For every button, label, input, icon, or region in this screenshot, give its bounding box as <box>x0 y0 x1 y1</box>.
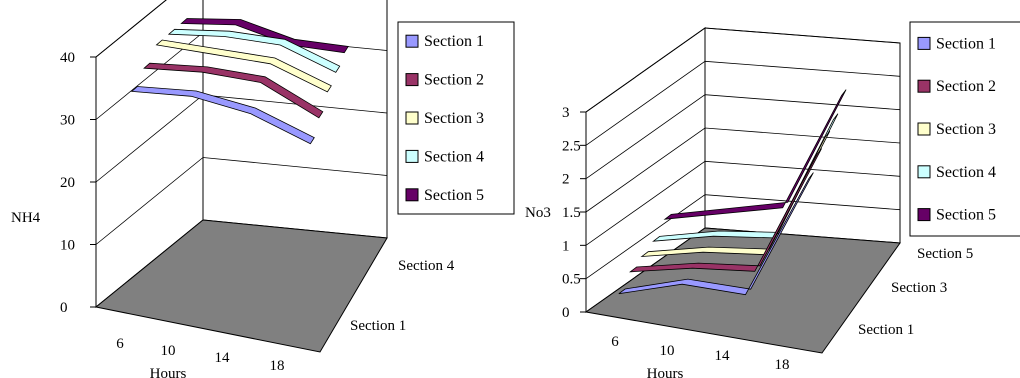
y-tick-label: 0 <box>562 305 570 321</box>
gridline <box>95 157 388 245</box>
gridline <box>585 194 901 280</box>
x-tick-label: 18 <box>270 358 285 374</box>
series-ribbon <box>167 28 341 73</box>
series-ribbon <box>143 62 324 119</box>
series-ribbon <box>652 113 839 242</box>
no3-chart: 0 0.5 1 1.5 2 2.5 3 No3 6 10 14 18 Hours Section 1 Sec… <box>525 21 1020 378</box>
y-tick-label: 40 <box>60 50 75 66</box>
legend-label: Section 3 <box>424 110 484 127</box>
depth-tick-label: Section 1 <box>350 318 406 334</box>
legend-swatch <box>917 79 931 93</box>
x-axis-title: Hours <box>150 366 187 378</box>
legend-label: Section 2 <box>424 72 484 89</box>
x-tick-label: 6 <box>116 336 124 352</box>
x-tick-label: 18 <box>775 357 790 373</box>
legend-label: Section 5 <box>936 207 996 224</box>
legend-label: Section 5 <box>424 187 484 204</box>
y-tick-label: 1 <box>562 238 570 254</box>
legend-label: Section 4 <box>936 164 996 181</box>
y-axis-title: No3 <box>525 205 551 221</box>
depth-tick-label: Section 1 <box>858 322 914 338</box>
x-tick-label: 10 <box>161 343 176 359</box>
legend-swatch <box>917 36 931 50</box>
legend-swatch <box>917 122 931 136</box>
y-tick-label: 30 <box>60 113 75 129</box>
series-ribbon <box>618 172 814 296</box>
gridline <box>585 160 901 246</box>
series-ribbon <box>640 130 831 257</box>
legend-swatch <box>405 188 419 202</box>
gridline <box>585 94 901 180</box>
gridline <box>585 60 901 146</box>
floor <box>94 219 388 353</box>
depth-tick-label: Section 3 <box>891 280 947 296</box>
y-tick-label: 10 <box>60 238 75 254</box>
series-ribbon <box>629 148 822 273</box>
gridline <box>585 27 901 113</box>
series-ribbon <box>663 89 847 220</box>
legend-swatch <box>405 149 419 163</box>
legend-label: Section 4 <box>424 148 484 165</box>
series-ribbon <box>130 86 315 145</box>
x-axis-title: Hours <box>647 366 684 378</box>
y-tick-label: 1.5 <box>562 205 581 221</box>
legend-swatch <box>405 73 419 87</box>
legend-swatch <box>917 208 931 222</box>
x-tick-label: 6 <box>611 334 619 350</box>
legend-swatch <box>405 34 419 48</box>
legend-label: Section 2 <box>936 78 996 95</box>
series-ribbon <box>180 18 349 54</box>
legend-swatch <box>917 165 931 179</box>
legend-label: Section 3 <box>936 121 996 138</box>
x-tick-label: 10 <box>660 343 675 359</box>
nh4-chart: 0 10 20 30 40 NH4 6 10 14 18 Hours Section 1 Section… <box>11 0 515 378</box>
y-tick-label: 0 <box>60 300 68 316</box>
legend-swatch <box>405 111 419 125</box>
legend-label: Section 1 <box>936 35 996 52</box>
series-ribbon <box>155 39 332 93</box>
gridline <box>585 127 901 213</box>
legend-label: Section 1 <box>424 33 484 50</box>
x-tick-label: 14 <box>215 350 231 366</box>
depth-tick-label: Section 5 <box>917 246 973 262</box>
depth-tick-label: Section 4 <box>398 258 455 274</box>
y-tick-label: 3 <box>562 105 570 121</box>
y-tick-label: 2.5 <box>562 138 581 154</box>
y-axis-title: NH4 <box>11 210 41 226</box>
gridline <box>95 0 167 58</box>
y-tick-label: 2 <box>562 172 570 188</box>
y-tick-label: 20 <box>60 175 75 191</box>
x-tick-label: 14 <box>715 348 731 364</box>
y-tick-label: 0.5 <box>562 272 581 288</box>
